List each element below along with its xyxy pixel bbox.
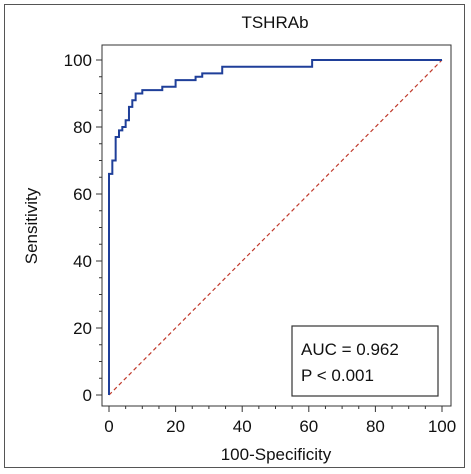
roc-curve-line	[108, 59, 442, 395]
x-tick-label: 0	[104, 417, 113, 436]
y-tick-label: 0	[83, 386, 92, 405]
x-tick-label: 60	[299, 417, 318, 436]
x-tick-label: 100	[428, 417, 456, 436]
y-axis-label: Sensitivity	[22, 187, 41, 264]
y-tick-label: 60	[73, 185, 92, 204]
y-tick-label: 40	[73, 252, 92, 271]
y-tick-label: 100	[64, 51, 92, 70]
x-tick-label: 80	[366, 417, 385, 436]
auc-annotation: AUC = 0.962 P < 0.001	[291, 325, 439, 397]
reference-diagonal-line	[108, 59, 443, 396]
y-tick-label: 80	[73, 118, 92, 137]
x-tick-label: 20	[166, 417, 185, 436]
annotation-auc: AUC = 0.962	[301, 340, 399, 359]
chart-title: TSHRAb	[241, 13, 308, 32]
x-axis-label: 100-Specificity	[221, 445, 332, 464]
x-tick-label: 40	[233, 417, 252, 436]
y-tick-label: 20	[73, 319, 92, 338]
annotation-p: P < 0.001	[301, 366, 374, 385]
annotation-box	[291, 325, 439, 397]
plot-area	[101, 44, 452, 407]
